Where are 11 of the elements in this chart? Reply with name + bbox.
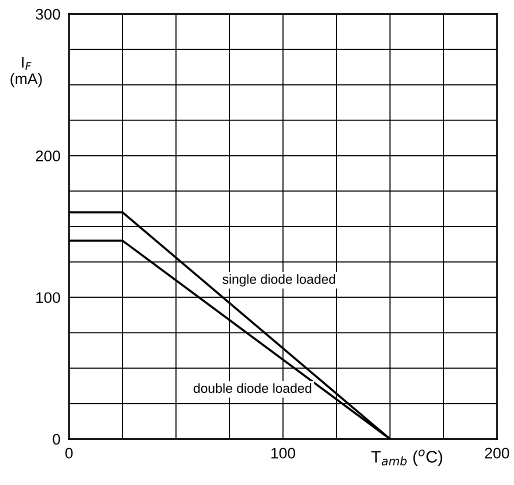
series-label: single diode loaded — [222, 274, 336, 286]
x-tick-label: 0 — [65, 448, 73, 459]
x-tick-label: 200 — [485, 448, 510, 459]
x-tick-label: 100 — [271, 448, 296, 459]
y-axis-title: I$_{F}$ (mA) — [10, 57, 42, 88]
y-tick-label: 100 — [36, 292, 60, 304]
y-tick-label: 200 — [36, 150, 60, 162]
y-tick-label: 0 — [52, 434, 60, 445]
x-axis-title: T$_{amb}$ ($^{o}$C) — [371, 450, 442, 466]
y-tick-label: 300 — [36, 8, 60, 20]
series-label: double diode loaded — [194, 383, 312, 393]
